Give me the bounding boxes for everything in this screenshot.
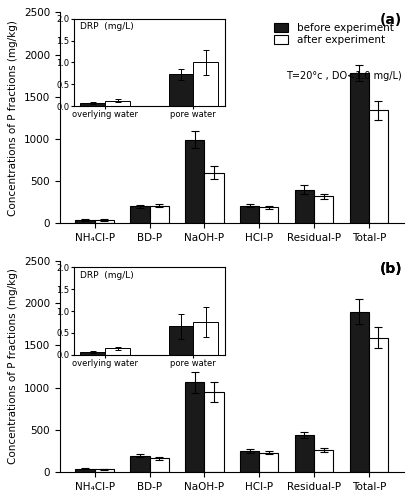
Bar: [75, 468, 95, 472]
Bar: [150, 206, 169, 224]
Bar: [314, 450, 333, 472]
Bar: [150, 458, 169, 472]
Bar: [259, 452, 279, 472]
Bar: [95, 220, 114, 224]
Bar: [240, 206, 259, 224]
Y-axis label: Concentrations of P fractions (mg/kg): Concentrations of P fractions (mg/kg): [8, 20, 18, 216]
Bar: [204, 172, 224, 224]
Bar: [295, 190, 314, 224]
Text: (b): (b): [379, 262, 402, 276]
Bar: [185, 382, 204, 472]
Bar: [185, 140, 204, 224]
Bar: [350, 73, 369, 224]
Text: (b): (b): [379, 262, 402, 276]
Text: T=20°c , DO<1.0 mg/L): T=20°c , DO<1.0 mg/L): [286, 72, 402, 82]
Bar: [240, 451, 259, 472]
Bar: [350, 312, 369, 472]
Bar: [259, 208, 279, 224]
Bar: [314, 196, 333, 224]
Y-axis label: Concentrations of P fractions (mg/kg): Concentrations of P fractions (mg/kg): [8, 268, 18, 464]
Bar: [369, 338, 388, 472]
Text: (a): (a): [380, 14, 402, 28]
Bar: [95, 470, 114, 472]
Bar: [130, 206, 150, 224]
Bar: [130, 456, 150, 472]
Bar: [295, 435, 314, 472]
Bar: [75, 220, 95, 224]
Bar: [204, 392, 224, 472]
Bar: [369, 110, 388, 224]
Legend: before experiment, after experiment: before experiment, after experiment: [271, 20, 397, 48]
